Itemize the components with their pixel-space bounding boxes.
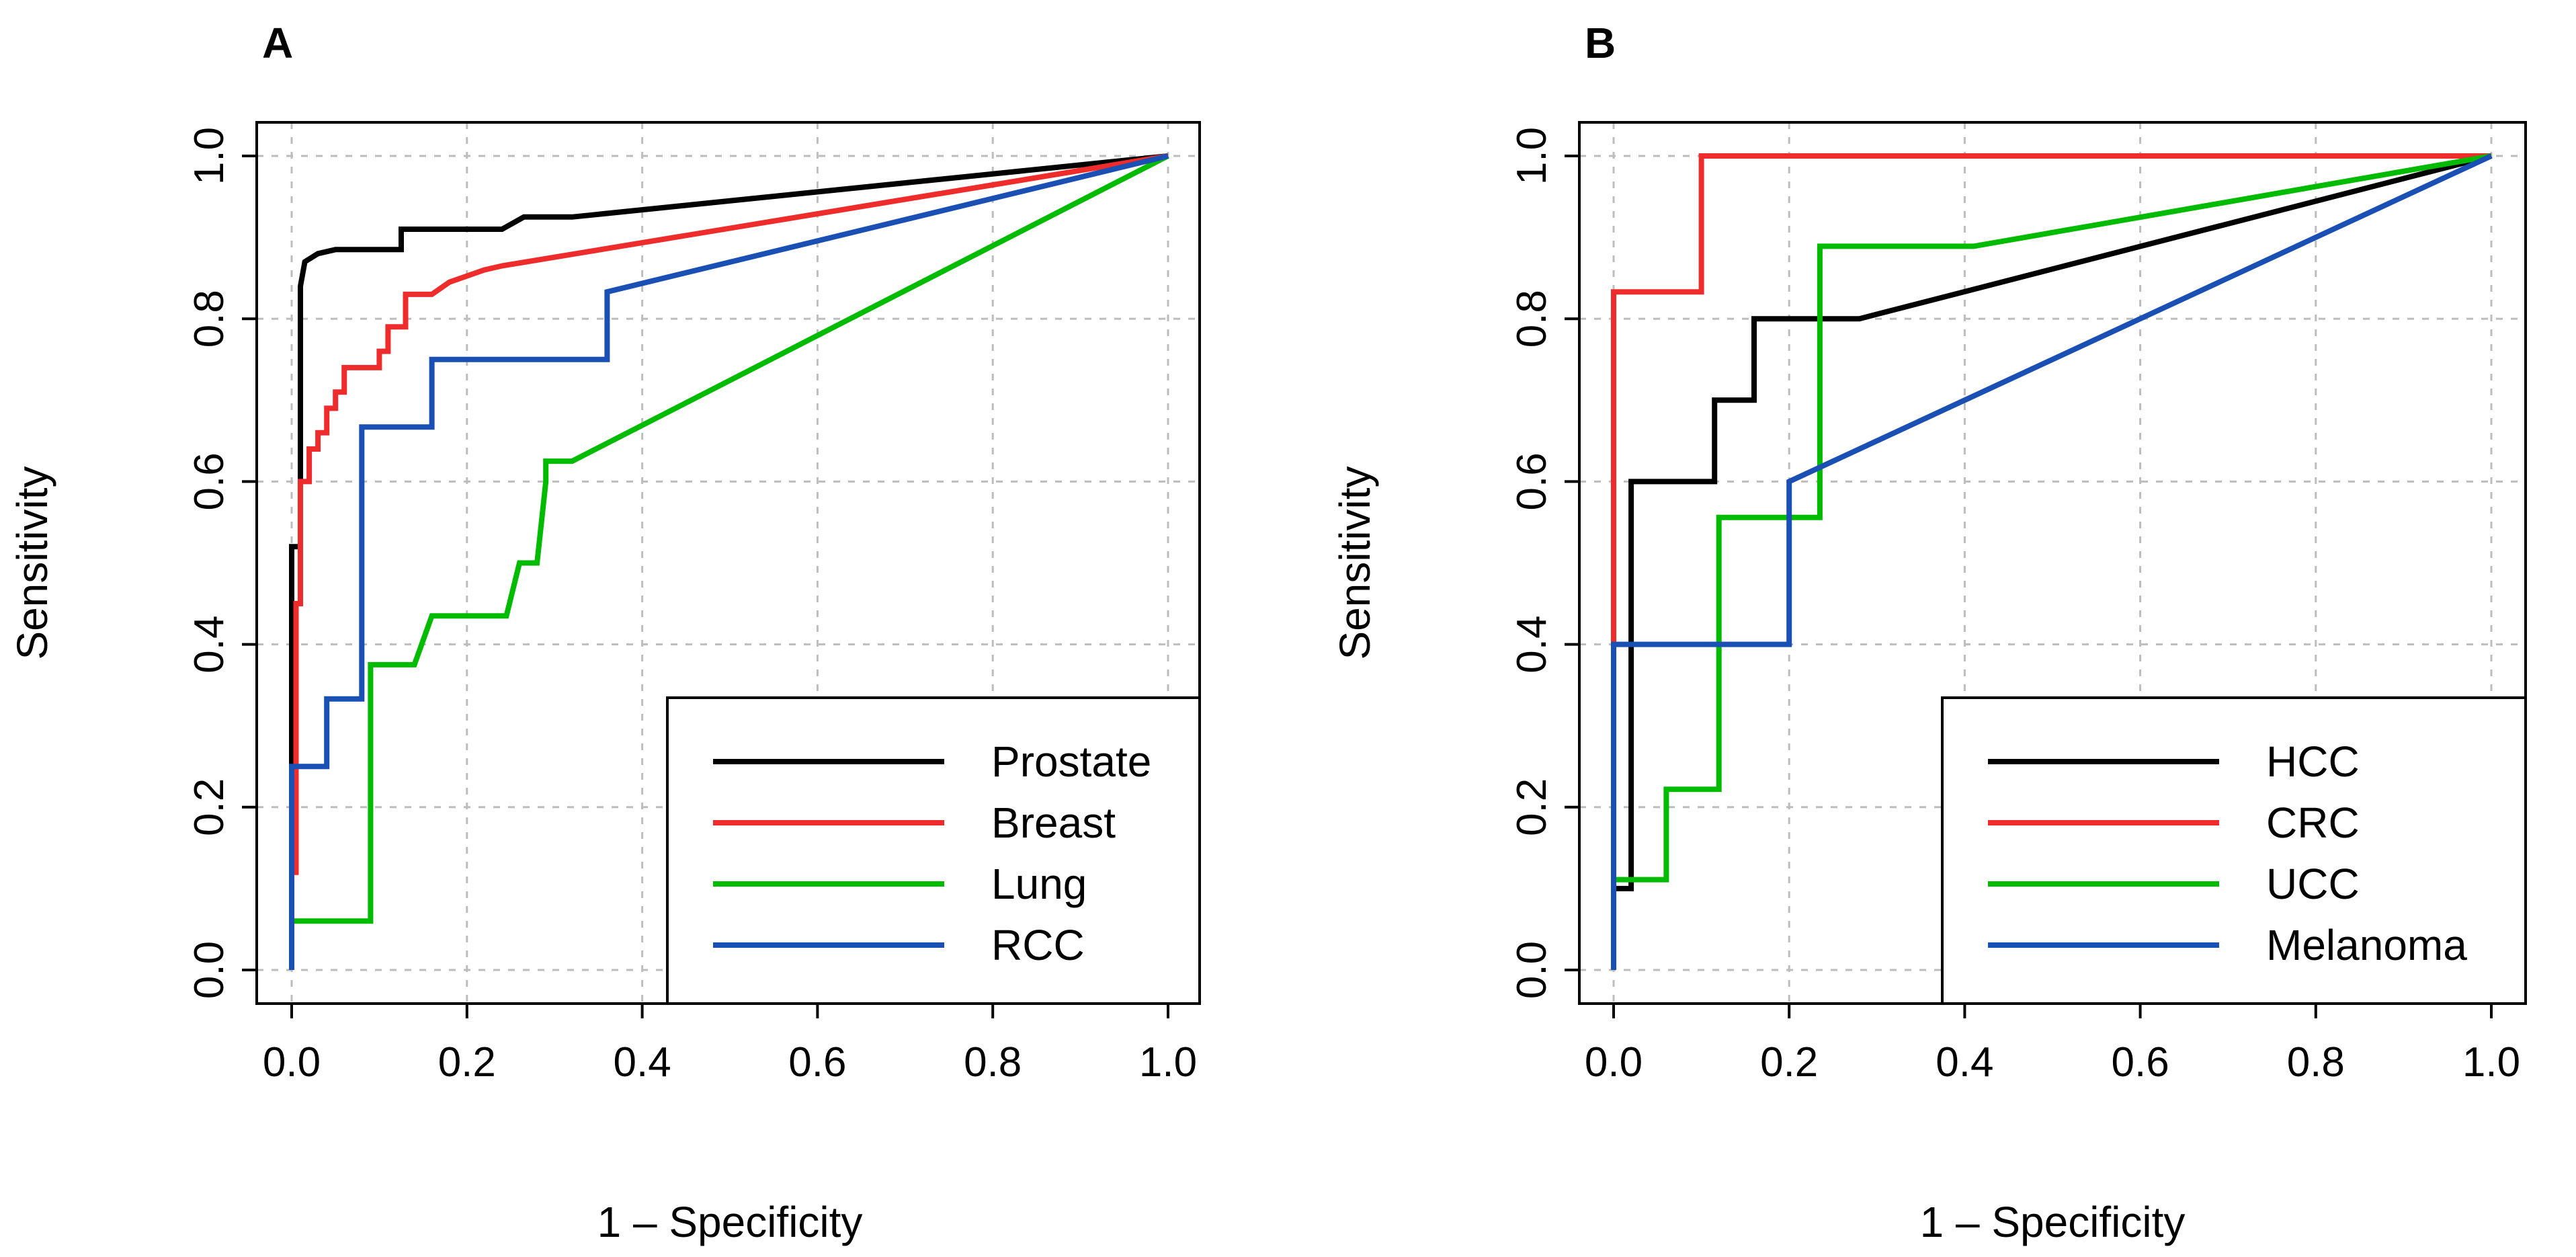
panel-a: A 0.0 0.2 0.4 0.6 0.8 1.0 0.0 0.2 0.4 0.6 0.8 1.0 1 –… [8,19,1201,1246]
panel-b-x-tick-label-2: 0.4 [1936,1039,1993,1086]
panel-a-y-tick-label-2: 0.4 [186,615,233,673]
panel-b: B 0.0 0.2 0.4 0.6 0.8 1.0 0.0 0.2 0.4 0.6 0.8 1.0 1 –… [1331,19,2527,1246]
panel-b-x-tick-label-4: 0.8 [2287,1039,2345,1086]
panel-a-legend-label-prostate: Prostate [991,737,1151,786]
panel-b-legend: HCC CRC UCC Melanoma [1941,696,2527,1005]
panel-a-line-rcc [289,153,1169,970]
panel-a-line-lung [289,153,1169,970]
panel-b-y-tick-label-0: 0.0 [1509,941,1555,999]
panel-b-legend-box [1941,696,2527,1005]
panel-b-legend-label-crc: CRC [2266,799,2360,847]
panel-b-x-tick-label-5: 1.0 [2462,1039,2520,1086]
panel-b-y-tick-label-3: 0.6 [1509,452,1555,510]
panel-a-y-tick-label-1: 0.2 [186,778,233,836]
panel-b-y-tick-label-5: 1.0 [1509,127,1555,185]
panel-a-x-tick-label-4: 0.8 [964,1039,1022,1086]
panel-b-line-melanoma [1611,153,2493,970]
panel-b-x-tick-label-1: 0.2 [1760,1039,1818,1086]
panel-a-y-tick-label-5: 1.0 [186,127,233,185]
panel-a-legend-label-lung: Lung [991,860,1087,908]
panel-b-y-axis-label: Sensitivity [1331,466,1379,659]
panel-b-line-hcc [1611,153,2492,970]
panel-a-legend-box [666,696,1201,1005]
panel-b-legend-label-ucc: UCC [2266,860,2360,908]
roc-panels: A 0.0 0.2 0.4 0.6 0.8 1.0 0.0 0.2 0.4 0.6 0.8 1.0 1 –… [8,19,2527,1246]
panel-a-letter: A [262,19,293,67]
panel-a-x-tick-label-1: 0.2 [438,1039,496,1086]
panel-b-legend-label-melanoma: Melanoma [2266,921,2467,969]
panel-a-x-tick-label-0: 0.0 [263,1039,321,1086]
panel-a-x-tick-label-5: 1.0 [1139,1039,1197,1086]
panel-a-legend-label-breast: Breast [991,799,1116,847]
panel-a-y-tick-label-3: 0.6 [186,452,233,510]
panel-a-y-axis-label: Sensitivity [8,466,56,659]
panel-b-x-tick-label-3: 0.6 [2111,1039,2169,1086]
panel-a-series [289,153,1169,970]
panel-b-letter: B [1585,19,1616,67]
panel-a-legend-label-rcc: RCC [991,921,1085,969]
panel-b-series [1611,153,2493,970]
panel-a-line-breast [289,153,1169,970]
panel-a-legend: Prostate Breast Lung RCC [666,696,1201,1005]
panel-a-y-tick-label-4: 0.8 [186,290,233,348]
panel-b-y-tick-label-4: 0.8 [1509,290,1555,348]
panel-b-line-crc [1611,153,2491,970]
panel-a-x-axis-label: 1 – Specificity [597,1198,863,1246]
panel-b-x-tick-label-0: 0.0 [1585,1039,1643,1086]
panel-b-line-ucc [1611,153,2492,970]
panel-a-y-tick-label-0: 0.0 [186,941,233,999]
panel-b-y-tick-label-2: 0.4 [1509,615,1555,673]
panel-a-x-tick-label-3: 0.6 [788,1039,846,1086]
panel-b-x-axis-label: 1 – Specificity [1920,1198,2186,1246]
panel-b-y-tick-label-1: 0.2 [1509,778,1555,836]
panel-a-x-tick-label-2: 0.4 [613,1039,671,1086]
panel-b-legend-label-hcc: HCC [2266,737,2360,786]
